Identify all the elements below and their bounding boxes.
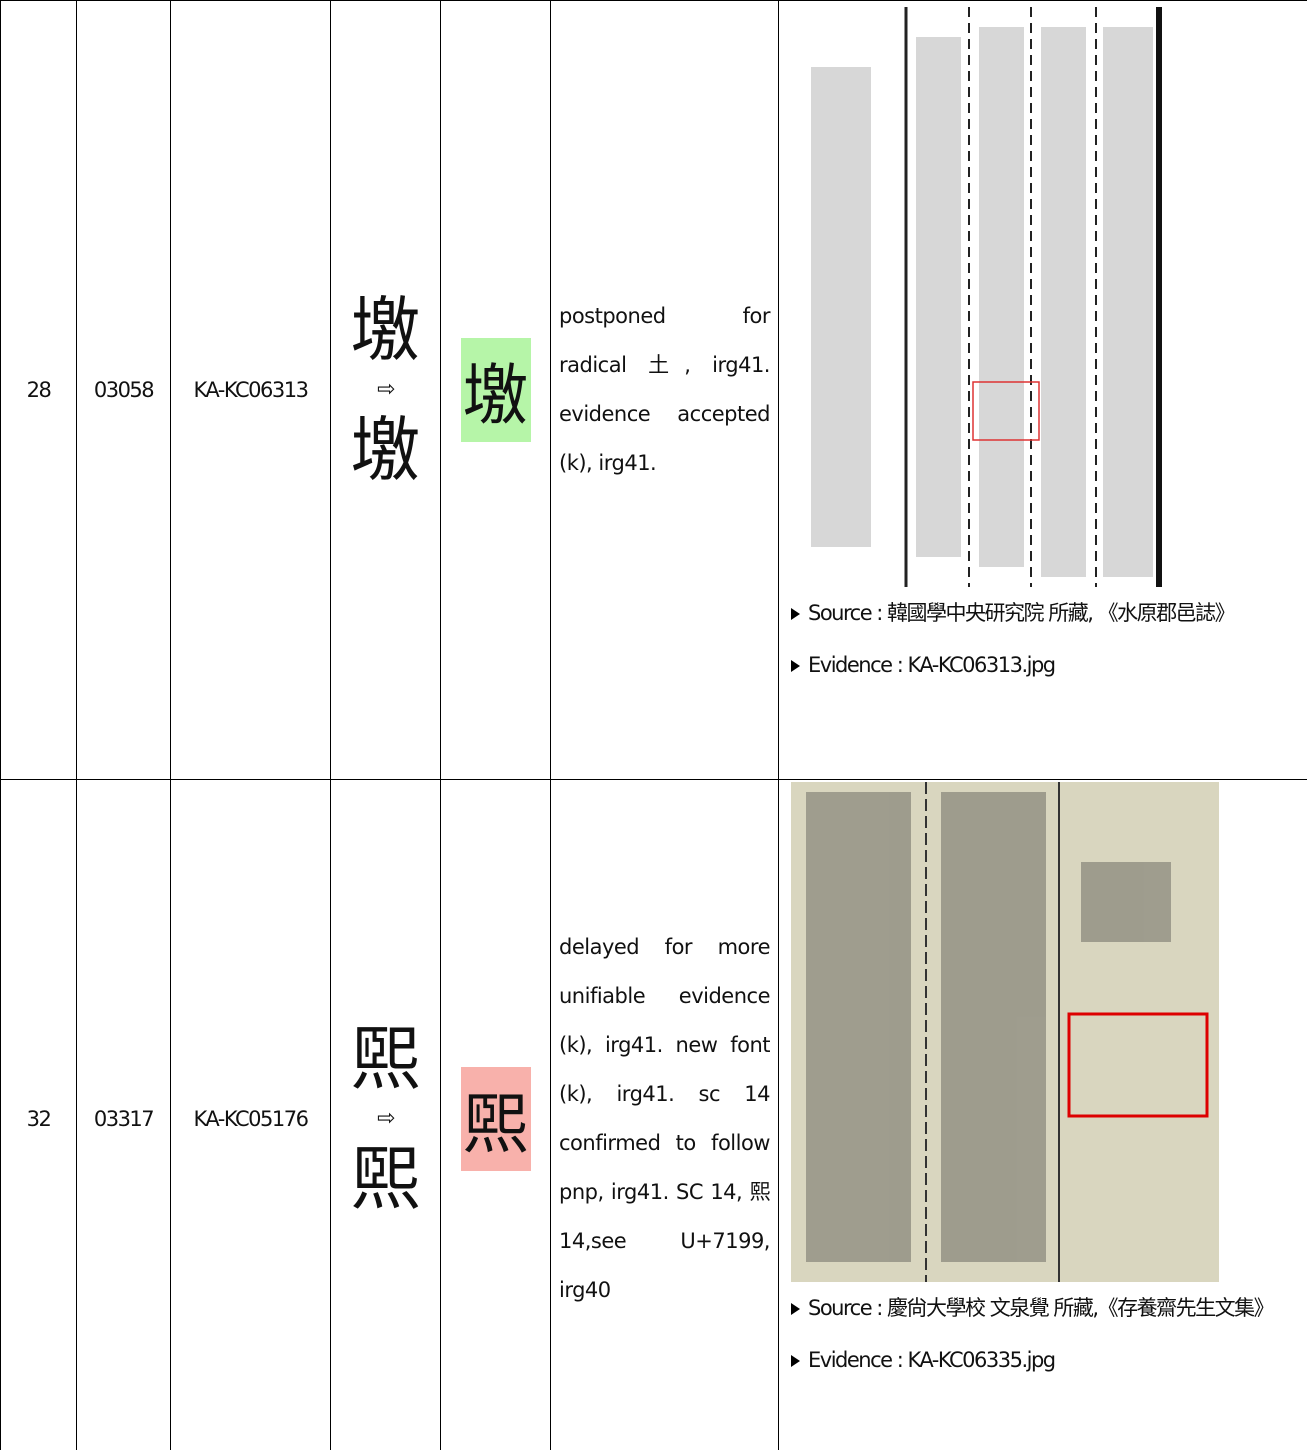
code: 03058 bbox=[76, 0, 171, 780]
evidence-line: Evidence : KA-KC06335.jpg bbox=[791, 1334, 1297, 1386]
arrow: ⇨ bbox=[377, 377, 395, 402]
note: postponed for radical 土, irg41. evidence… bbox=[550, 0, 779, 780]
glyph-cell: 墽 bbox=[440, 0, 551, 780]
glyph-highlight: 煕 bbox=[460, 1067, 531, 1171]
note: delayed for more unifiable evidence (k),… bbox=[550, 779, 779, 1450]
evidence-image bbox=[791, 782, 1219, 1282]
row-number: 32 bbox=[0, 779, 77, 1450]
evidence: Evidence : KA-KC06313.jpg bbox=[808, 653, 1056, 677]
glyph-old: 墽 bbox=[350, 289, 421, 371]
source-cell: Source : 慶尙大學校 文泉覺 所藏,《存養齋先生文集》 Evidence… bbox=[778, 779, 1307, 1450]
evidence-line: Evidence : KA-KC06313.jpg bbox=[791, 639, 1297, 691]
evidence-image bbox=[791, 7, 1171, 587]
glyph-new: 煕 bbox=[350, 1138, 421, 1220]
source-id: KA-KC05176 bbox=[170, 779, 331, 1450]
source-cell: Source : 韓國學中央研究院 所藏, 《水原郡邑誌》 Evidence :… bbox=[778, 0, 1307, 780]
source-line: Source : 慶尙大學校 文泉覺 所藏,《存養齋先生文集》 bbox=[791, 1282, 1297, 1334]
glyph-highlight: 墽 bbox=[460, 338, 531, 442]
table-row: 28 03058 KA-KC06313 墽 ⇨ 墽 墽 postponed fo… bbox=[0, 0, 1307, 780]
glyph-change: 墽 ⇨ 墽 bbox=[330, 0, 441, 780]
glyph-new: 墽 bbox=[350, 409, 421, 491]
source-line: Source : 韓國學中央研究院 所藏, 《水原郡邑誌》 bbox=[791, 587, 1297, 639]
arrow: ⇨ bbox=[377, 1106, 395, 1131]
table-row: 32 03317 KA-KC05176 煕 ⇨ 煕 煕 delayed for … bbox=[0, 779, 1307, 1450]
source: Source : 慶尙大學校 文泉覺 所藏,《存養齋先生文集》 bbox=[808, 1296, 1275, 1320]
glyph-cell: 煕 bbox=[440, 779, 551, 1450]
source-id: KA-KC06313 bbox=[170, 0, 331, 780]
evidence: Evidence : KA-KC06335.jpg bbox=[808, 1348, 1056, 1372]
glyph-change: 煕 ⇨ 煕 bbox=[330, 779, 441, 1450]
source: Source : 韓國學中央研究院 所藏, 《水原郡邑誌》 bbox=[808, 601, 1236, 625]
row-number: 28 bbox=[0, 0, 77, 780]
glyph-old: 煕 bbox=[350, 1018, 421, 1100]
code: 03317 bbox=[76, 779, 171, 1450]
